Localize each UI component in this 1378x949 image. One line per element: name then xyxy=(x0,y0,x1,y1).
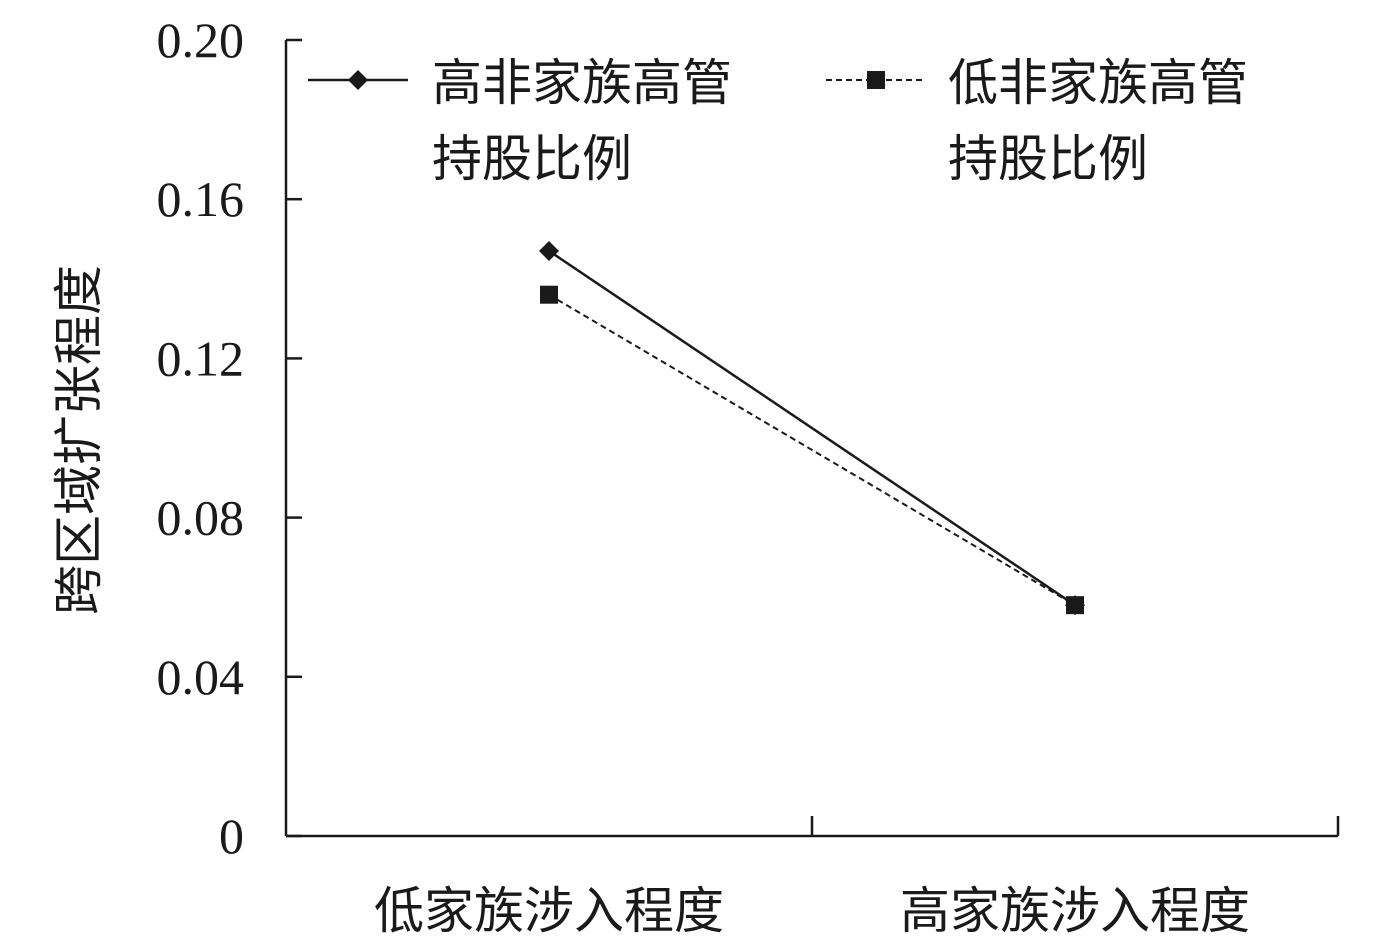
y-axis-title: 跨区域扩张程度 xyxy=(50,265,108,615)
series-1 xyxy=(539,240,1085,616)
y-tick-label: 0 xyxy=(219,808,244,864)
series-2 xyxy=(540,285,1084,615)
data-point xyxy=(539,240,559,261)
x-category-label: 高家族涉入程度 xyxy=(900,882,1250,940)
y-tick-label: 0.12 xyxy=(157,330,245,386)
legend-label-line: 持股比例 xyxy=(948,130,1148,188)
x-category-label: 低家族涉入程度 xyxy=(374,882,724,940)
legend-label-line: 持股比例 xyxy=(432,130,632,188)
data-point xyxy=(540,285,558,304)
legend-swatch-marker xyxy=(348,70,368,90)
y-tick-label: 0.16 xyxy=(157,171,245,227)
legend-label-line: 高非家族高管 xyxy=(432,54,732,112)
series-line xyxy=(548,249,1076,607)
legend-label-line: 低非家族高管 xyxy=(948,54,1248,112)
y-axis-title-group: 跨区域扩张程度 xyxy=(50,265,108,615)
y-ticks: 0 0.04 0.08 0.12 0.16 0.20 xyxy=(157,12,302,864)
series-line xyxy=(548,293,1076,607)
data-point xyxy=(1066,596,1084,615)
x-ticks: 低家族涉入程度 高家族涉入程度 xyxy=(374,816,1340,940)
y-tick-label: 0.04 xyxy=(157,649,245,705)
y-tick-label: 0.08 xyxy=(157,490,245,546)
legend-swatch-marker xyxy=(867,71,885,89)
series-layer xyxy=(539,240,1085,616)
y-tick-label: 0.20 xyxy=(157,12,245,68)
